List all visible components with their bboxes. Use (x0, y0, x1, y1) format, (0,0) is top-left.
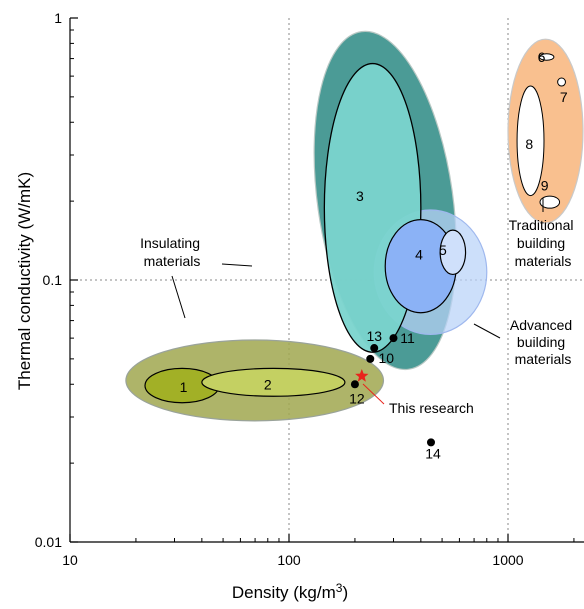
leader-lines (171, 198, 544, 405)
point-label-10: 10 (378, 350, 394, 366)
region-label-5: 5 (439, 242, 447, 258)
region-label-2: 2 (264, 376, 272, 392)
y-axis-label: Thermal conductivity (W/mK) (15, 172, 34, 390)
annotation-insulating: Insulating materials (140, 235, 204, 269)
annotation-advanced-line-3: materials (515, 351, 572, 367)
leader-line-2 (221, 263, 253, 267)
region-2 (201, 367, 346, 397)
region-8 (516, 85, 545, 197)
x-axis-label: Density (kg/m3) (232, 581, 348, 602)
annotation-insulating-line-2: materials (144, 253, 201, 269)
annotation-insulating-line-1: Insulating (140, 235, 200, 251)
annotation-traditional-line-1: Traditional (509, 217, 574, 233)
region-5 (439, 229, 467, 276)
this-research-marker (355, 369, 369, 382)
grid-lines (70, 18, 584, 542)
point-label-11: 11 (400, 330, 415, 346)
region-label-3-inner: 3 (356, 188, 364, 204)
annotation-advanced-line-2: building (517, 334, 565, 350)
leader-line-5 (362, 383, 385, 405)
region-label-8: 8 (525, 136, 533, 152)
this-research-label: This research (389, 400, 474, 416)
region-label-1: 1 (180, 379, 188, 395)
axes: 10 100 1000 0.01 0.1 1 (35, 10, 584, 568)
y-tick-label-0.1: 0.1 (43, 272, 63, 288)
annotation-advanced-line-1: Advanced (510, 317, 572, 333)
annotation-traditional: Traditional building materials (509, 217, 578, 269)
material-regions (125, 30, 584, 422)
point-label-12: 12 (349, 390, 365, 406)
point-14 (426, 438, 435, 447)
region-label-4: 4 (415, 247, 423, 263)
leader-line-1 (171, 275, 186, 319)
region-9 (539, 195, 561, 209)
point-label-13: 13 (366, 328, 382, 344)
point-12 (350, 380, 359, 389)
data-points: 13 11 10 12 14 (349, 328, 441, 461)
point-11 (389, 334, 398, 343)
point-13 (370, 344, 379, 353)
region-7 (557, 77, 566, 87)
annotation-advanced: Advanced building materials (510, 317, 576, 367)
region-label-9: 9 (541, 177, 549, 193)
annotation-traditional-line-2: building (517, 235, 565, 251)
y-tick-label-1: 1 (54, 10, 62, 26)
x-tick-label-10: 10 (62, 552, 78, 568)
x-tick-label-1000: 1000 (492, 552, 523, 568)
point-10 (366, 354, 375, 363)
leader-line-4 (473, 323, 501, 339)
x-tick-label-100: 100 (277, 552, 301, 568)
annotation-traditional-line-3: materials (515, 253, 572, 269)
region-labels: 1 2 3 4 5 6 7 8 9 (180, 49, 568, 395)
region-label-6: 6 (538, 49, 546, 65)
y-tick-label-0.01: 0.01 (35, 534, 62, 550)
region-6 (538, 53, 555, 61)
region-label-7: 7 (560, 89, 568, 105)
point-label-14: 14 (425, 445, 441, 461)
